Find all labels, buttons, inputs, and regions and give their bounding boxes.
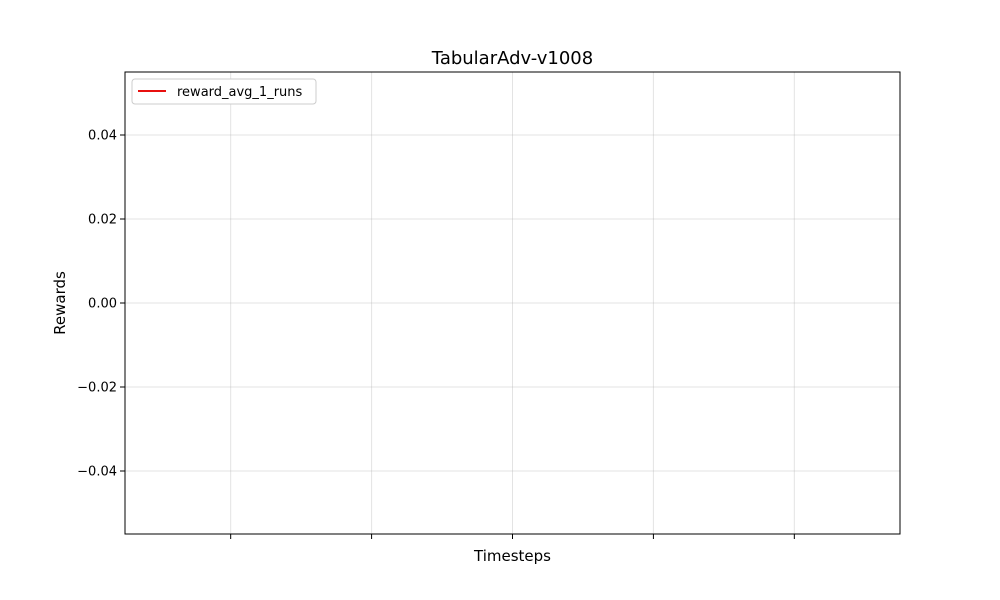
- y-tick-label: 0.04: [88, 129, 117, 144]
- y-axis: 0.04 0.02 0.00 −0.02 −0.04: [77, 129, 125, 480]
- plot-area: [125, 72, 900, 534]
- x-axis: [230, 534, 795, 539]
- legend: reward_avg_1_runs: [131, 78, 317, 105]
- legend-box: [131, 78, 317, 105]
- chart-title: TabularAdv-v1008: [431, 48, 593, 69]
- y-axis-label: Rewards: [51, 271, 69, 335]
- y-tick-label: −0.04: [77, 465, 117, 480]
- y-tick-label: 0.02: [88, 213, 117, 228]
- y-tick-label: −0.02: [77, 381, 117, 396]
- grid: [125, 72, 900, 534]
- x-axis-label: Timesteps: [473, 547, 551, 565]
- legend-label: reward_avg_1_runs: [177, 85, 303, 100]
- y-tick-label: 0.00: [88, 297, 117, 312]
